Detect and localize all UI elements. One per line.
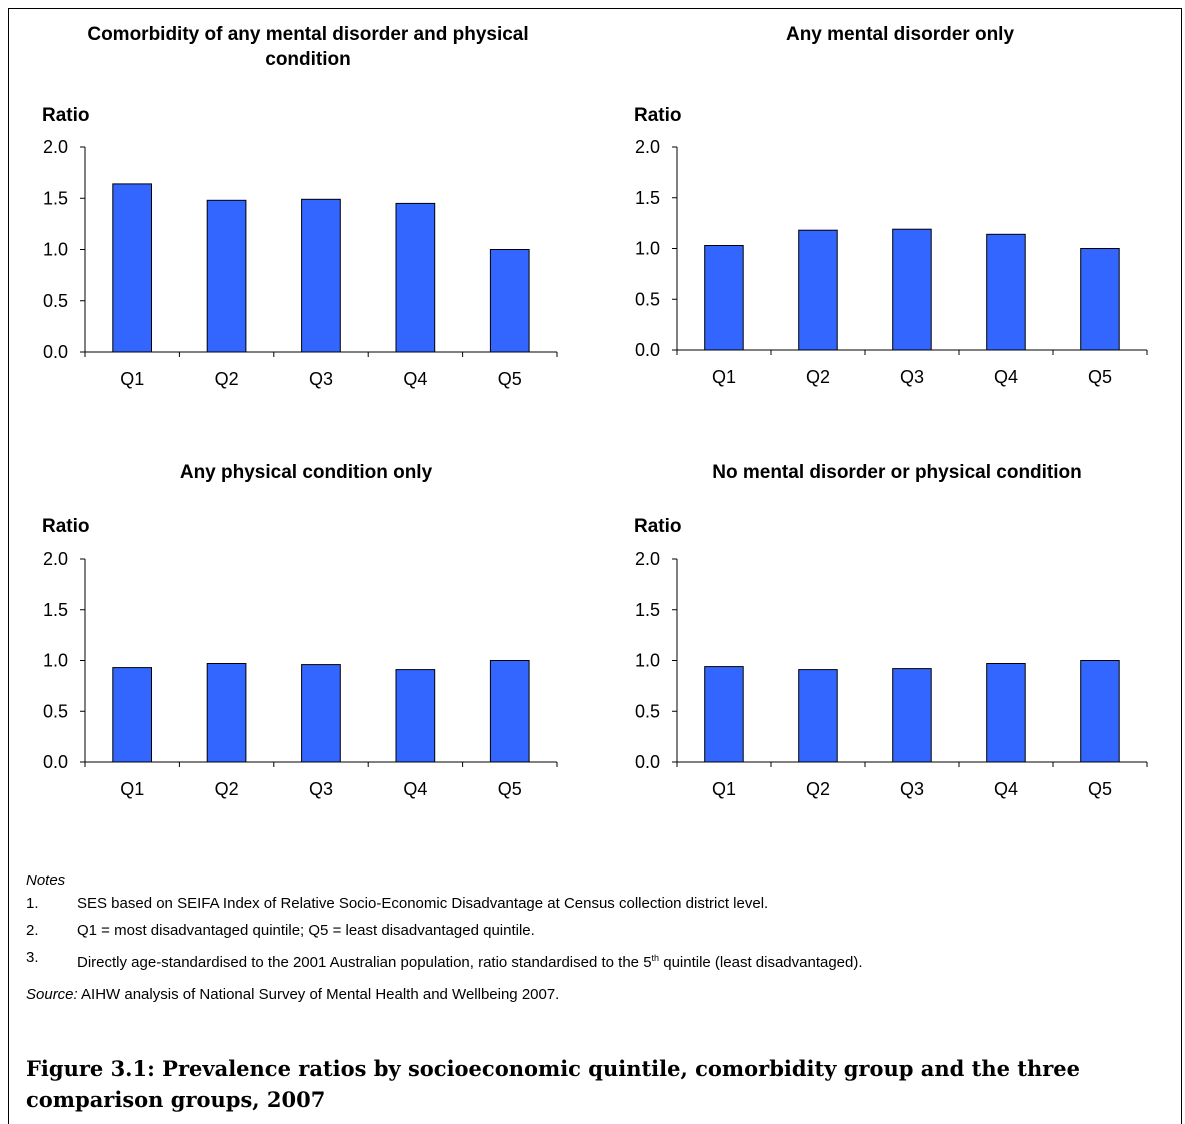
bar-q3	[301, 664, 341, 763]
y-tick-label: 1.0	[43, 651, 68, 671]
chart-comorbidity: 0.0 0.5 1.0 1.5 2.0 Q1 Q2 Q3 Q4 Q5	[43, 137, 558, 389]
bar-q1	[112, 667, 153, 763]
x-tick-label: Q4	[403, 369, 427, 389]
note-superscript: th	[651, 953, 660, 963]
note-number: 1.	[26, 895, 39, 912]
source-line: Source: AIHW analysis of National Survey…	[26, 986, 1166, 1003]
notes-section: Notes 1. SES based on SEIFA Index of Rel…	[26, 872, 1166, 1003]
x-tick-label: Q2	[806, 367, 830, 387]
bar-q1	[112, 183, 153, 353]
x-tick-label: Q1	[120, 779, 144, 799]
x-tick-label: Q3	[900, 367, 924, 387]
note-item: 2. Q1 = most disadvantaged quintile; Q5 …	[26, 922, 1166, 940]
y-tick-label: 0.0	[635, 340, 660, 360]
y-tick-label: 0.5	[635, 701, 660, 721]
source-text: AIHW analysis of National Survey of Ment…	[77, 986, 560, 1003]
y-tick-label: 0.5	[635, 289, 660, 309]
y-tick-label: 1.0	[635, 651, 660, 671]
x-tick-label: Q4	[403, 779, 427, 799]
bar-q4	[395, 202, 436, 353]
panel-title-mental-only: Any mental disorder only	[785, 24, 1015, 45]
note-number: 3.	[26, 949, 39, 966]
note-text: Directly age-standardised to the 2001 Au…	[77, 949, 863, 972]
panel-title-neither: No mental disorder or physical condition	[712, 462, 1082, 483]
note-text-part: quintile (least disadvantaged).	[659, 954, 863, 971]
y-tick-label: 2.0	[43, 549, 68, 569]
source-label: Source:	[26, 986, 78, 1003]
x-tick-label: Q4	[994, 779, 1018, 799]
x-tick-label: Q1	[712, 367, 736, 387]
x-tick-label: Q5	[1088, 367, 1112, 387]
bar-q4	[395, 669, 436, 763]
bar-q5	[489, 660, 530, 763]
bar-q2	[206, 663, 247, 763]
y-tick-label: 0.0	[635, 752, 660, 772]
y-tick-label: 0.0	[43, 752, 68, 772]
y-tick-label: 1.5	[43, 188, 68, 208]
figure-caption: Figure 3.1: Prevalence ratios by socioec…	[26, 1056, 1081, 1112]
bar-q1	[704, 245, 744, 351]
x-tick-label: Q2	[215, 779, 239, 799]
note-text: SES based on SEIFA Index of Relative Soc…	[77, 895, 769, 912]
bar-q3	[892, 228, 932, 351]
chart-neither: 0.0 0.5 1.0 1.5 2.0 Q1 Q2 Q3 Q4 Q5	[635, 549, 1148, 799]
bar-q4	[986, 233, 1026, 351]
note-number: 2.	[26, 922, 39, 939]
x-tick-label: Q2	[215, 369, 239, 389]
x-tick-label: Q5	[1088, 779, 1112, 799]
y-tick-label: 1.0	[43, 240, 68, 260]
y-axis-label-neither: Ratio	[634, 516, 682, 537]
x-tick-label: Q3	[309, 369, 333, 389]
y-tick-label: 2.0	[635, 137, 660, 157]
bar-q4	[986, 663, 1026, 763]
y-axis-label-physical-only: Ratio	[42, 516, 90, 537]
bar-q2	[798, 229, 838, 351]
notes-heading: Notes	[26, 872, 66, 889]
y-axis-label-comorbidity: Ratio	[42, 105, 90, 126]
y-tick-label: 0.0	[43, 342, 68, 362]
bar-q5	[1080, 660, 1120, 763]
bar-q2	[798, 669, 838, 763]
x-tick-label: Q1	[712, 779, 736, 799]
y-axis-label-mental-only: Ratio	[634, 105, 682, 126]
y-tick-label: 1.5	[43, 600, 68, 620]
note-text: Q1 = most disadvantaged quintile; Q5 = l…	[77, 922, 535, 939]
y-tick-label: 1.5	[635, 188, 660, 208]
chart-physical-only: 0.0 0.5 1.0 1.5 2.0 Q1 Q2 Q3 Q4 Q5	[43, 549, 558, 799]
y-tick-label: 1.0	[635, 239, 660, 259]
x-tick-label: Q3	[309, 779, 333, 799]
charts-area: 0.0 0.5 1.0 1.5 2.0 Q1 Q2 Q3 Q4 Q5 0.0 0.5 1.0 1.5 2.0…	[43, 137, 1148, 799]
note-item: 1. SES based on SEIFA Index of Relative …	[26, 895, 1166, 913]
bar-q1	[704, 666, 744, 763]
x-tick-label: Q1	[120, 369, 144, 389]
figure-frame	[8, 8, 1182, 1124]
x-tick-label: Q4	[994, 367, 1018, 387]
bar-q2	[206, 199, 247, 353]
x-tick-label: Q5	[498, 369, 522, 389]
panel-title-physical-only: Any physical condition only	[179, 462, 433, 483]
bar-q3	[892, 668, 932, 763]
x-tick-label: Q5	[498, 779, 522, 799]
bar-q5	[489, 249, 530, 353]
y-tick-label: 0.5	[43, 701, 68, 721]
y-tick-label: 2.0	[635, 549, 660, 569]
y-tick-label: 2.0	[43, 137, 68, 157]
x-tick-label: Q2	[806, 779, 830, 799]
bar-q3	[301, 198, 341, 353]
panel-title-comorbidity: Comorbidity of any mental disorder and p…	[87, 24, 529, 70]
chart-mental-only: 0.0 0.5 1.0 1.5 2.0 Q1 Q2 Q3 Q4 Q5	[635, 137, 1148, 387]
y-tick-label: 0.5	[43, 291, 68, 311]
bar-q5	[1080, 248, 1120, 351]
note-text-part: Directly age-standardised to the 2001 Au…	[77, 954, 652, 971]
y-tick-label: 1.5	[635, 600, 660, 620]
note-item: 3. Directly age-standardised to the 2001…	[26, 949, 1166, 972]
x-tick-label: Q3	[900, 779, 924, 799]
